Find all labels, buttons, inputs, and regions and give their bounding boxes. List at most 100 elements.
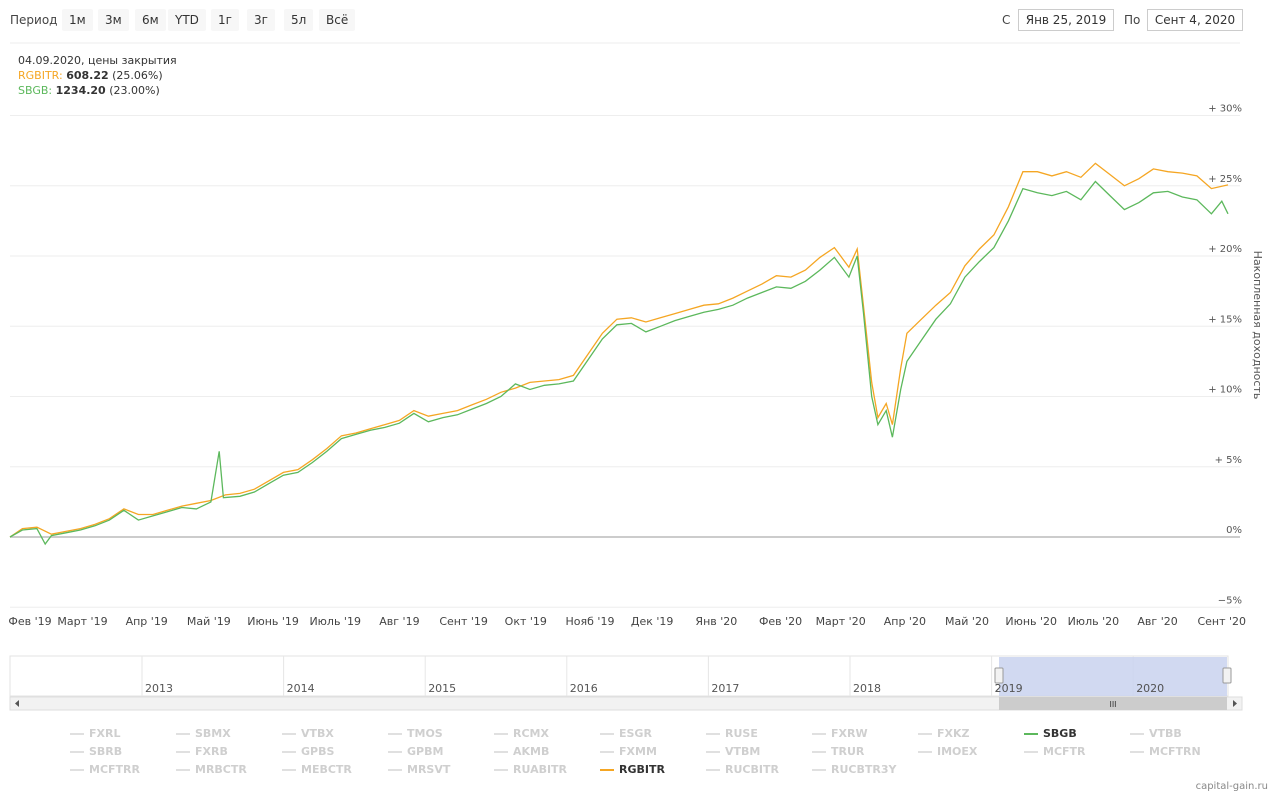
- tooltip-row-sbgb: SBGB: 1234.20 (23.00%): [18, 84, 160, 97]
- y-axis: + 30% + 25% + 20% + 15% + 10% + 5% 0% −5%: [1208, 104, 1242, 607]
- legend-item-mcftrn[interactable]: MCFTRN: [1130, 744, 1201, 760]
- range-button-1y[interactable]: 1г: [211, 9, 239, 31]
- legend-swatch: [706, 769, 720, 771]
- scrollbar-track[interactable]: [9, 696, 1243, 711]
- legend-item-fxrb[interactable]: FXRB: [176, 744, 228, 760]
- legend-item-vtbb[interactable]: VTBB: [1130, 726, 1182, 742]
- legend-swatch: [70, 769, 84, 771]
- to-date-input[interactable]: Сент 4, 2020: [1147, 9, 1243, 31]
- y-tick-label: + 20%: [1208, 244, 1242, 255]
- legend-item-rgbitr[interactable]: RGBITR: [600, 762, 665, 778]
- legend-item-ruse[interactable]: RUSE: [706, 726, 758, 742]
- legend-item-sbgb[interactable]: SBGB: [1024, 726, 1077, 742]
- legend-item-sbrb[interactable]: SBRB: [70, 744, 122, 760]
- legend-swatch: [282, 769, 296, 771]
- legend-label: RCMX: [513, 727, 549, 740]
- y-tick-label: + 5%: [1215, 455, 1242, 466]
- legend-item-mcftr[interactable]: MCFTR: [1024, 744, 1086, 760]
- scrollbar-thumb[interactable]: [999, 697, 1227, 710]
- legend-item-vtbm[interactable]: VTBM: [706, 744, 760, 760]
- legend-swatch: [70, 733, 84, 735]
- x-tick-label: Дек '19: [631, 615, 674, 628]
- legend-label: VTBX: [301, 727, 334, 740]
- legend-label: MCFTRN: [1149, 745, 1201, 758]
- legend-item-mrbctr[interactable]: MRBCTR: [176, 762, 247, 778]
- legend-label: GPBM: [407, 745, 444, 758]
- range-button-ytd[interactable]: YTD: [168, 9, 206, 31]
- legend-item-sbmx[interactable]: SBMX: [176, 726, 231, 742]
- legend-item-esgr[interactable]: ESGR: [600, 726, 652, 742]
- legend-item-mcftrr[interactable]: MCFTRR: [70, 762, 140, 778]
- legend-label: RUABITR: [513, 763, 568, 776]
- legend-item-fxrl[interactable]: FXRL: [70, 726, 120, 742]
- y-tick-label: 0%: [1226, 525, 1242, 536]
- range-button-1m[interactable]: 1м: [62, 9, 93, 31]
- range-button-5y[interactable]: 5л: [284, 9, 314, 31]
- legend-label: AKMB: [513, 745, 550, 758]
- legend-swatch: [1130, 733, 1144, 735]
- x-tick-label: Июнь '20: [1005, 615, 1057, 628]
- legend-item-vtbx[interactable]: VTBX: [282, 726, 334, 742]
- series-lines: [9, 162, 1229, 546]
- legend-label: SBGB: [1043, 727, 1077, 740]
- legend-swatch: [1024, 751, 1038, 753]
- navigator[interactable]: 2013201420152016201720182019202020192020…: [9, 655, 1243, 711]
- legend-swatch: [812, 733, 826, 735]
- credit-link[interactable]: capital-gain.ru: [1195, 781, 1268, 792]
- legend-item-trur[interactable]: TRUR: [812, 744, 864, 760]
- legend-swatch: [494, 751, 508, 753]
- tooltip: 04.09.2020, цены закрытия RGBITR: 608.22…: [18, 54, 177, 97]
- legend-item-imoex[interactable]: IMOEX: [918, 744, 977, 760]
- range-button-3m[interactable]: 3м: [98, 9, 129, 31]
- legend-swatch: [176, 769, 190, 771]
- legend-swatch: [706, 751, 720, 753]
- legend-label: FXMM: [619, 745, 657, 758]
- legend-swatch: [494, 769, 508, 771]
- legend-item-mebctr[interactable]: MEBCTR: [282, 762, 352, 778]
- legend-item-gpbs[interactable]: GPBS: [282, 744, 334, 760]
- tooltip-header: 04.09.2020, цены закрытия: [18, 54, 177, 67]
- navigator-selection[interactable]: [999, 657, 1227, 696]
- legend-swatch: [918, 733, 932, 735]
- legend-label: MEBCTR: [301, 763, 352, 776]
- legend-item-akmb[interactable]: AKMB: [494, 744, 549, 760]
- range-button-all[interactable]: Всё: [319, 9, 356, 31]
- legend-item-fxmm[interactable]: FXMM: [600, 744, 657, 760]
- legend-swatch: [388, 769, 402, 771]
- range-button-6m[interactable]: 6м: [135, 9, 166, 31]
- legend-label: RUCBITR: [725, 763, 779, 776]
- legend-item-rucbitr[interactable]: RUCBITR: [706, 762, 779, 778]
- legend-item-fxkz[interactable]: FXKZ: [918, 726, 970, 742]
- from-date-input[interactable]: Янв 25, 2019: [1018, 9, 1114, 31]
- legend-item-ruabitr[interactable]: RUABITR: [494, 762, 567, 778]
- legend-label: FXRW: [831, 727, 868, 740]
- navigator-handle-right[interactable]: [1222, 667, 1232, 684]
- legend-item-tmos[interactable]: TMOS: [388, 726, 443, 742]
- to-label: По: [1124, 13, 1141, 27]
- legend-item-gpbm[interactable]: GPBM: [388, 744, 443, 760]
- legend-item-rcmx[interactable]: RCMX: [494, 726, 549, 742]
- legend-swatch: [812, 751, 826, 753]
- legend-label: TMOS: [407, 727, 443, 740]
- x-tick-label: Июль '20: [1068, 615, 1120, 628]
- legend-label: MCFTR: [1043, 745, 1086, 758]
- legend-swatch: [812, 769, 826, 771]
- range-button-3y[interactable]: 3г: [247, 9, 275, 31]
- x-axis: Фев '19 Март '19 Апр '19 Май '19 Июнь '19 Июл…: [8, 615, 1246, 628]
- legend-item-mrsvt[interactable]: MRSVT: [388, 762, 450, 778]
- scroll-left-icon[interactable]: [15, 700, 19, 707]
- navigator-year-label: 2018: [853, 682, 881, 695]
- range-toolbar: Период 1м 3м 6м YTD 1г 3г 5л Всё С Янв 2…: [0, 8, 1280, 34]
- x-tick-label: Фев '19: [8, 615, 51, 628]
- navigator-handle-left[interactable]: [994, 667, 1004, 684]
- x-tick-label: Авг '20: [1137, 615, 1177, 628]
- legend-swatch: [282, 751, 296, 753]
- y-tick-label: −5%: [1218, 595, 1242, 606]
- navigator-year-label: 2019: [995, 682, 1023, 695]
- scroll-right-icon[interactable]: [1233, 700, 1237, 707]
- legend-item-rucbtr3y[interactable]: RUCBTR3Y: [812, 762, 896, 778]
- legend-swatch: [176, 733, 190, 735]
- legend-label: ESGR: [619, 727, 652, 740]
- legend-item-fxrw[interactable]: FXRW: [812, 726, 868, 742]
- x-tick-label: Сент '19: [439, 615, 488, 628]
